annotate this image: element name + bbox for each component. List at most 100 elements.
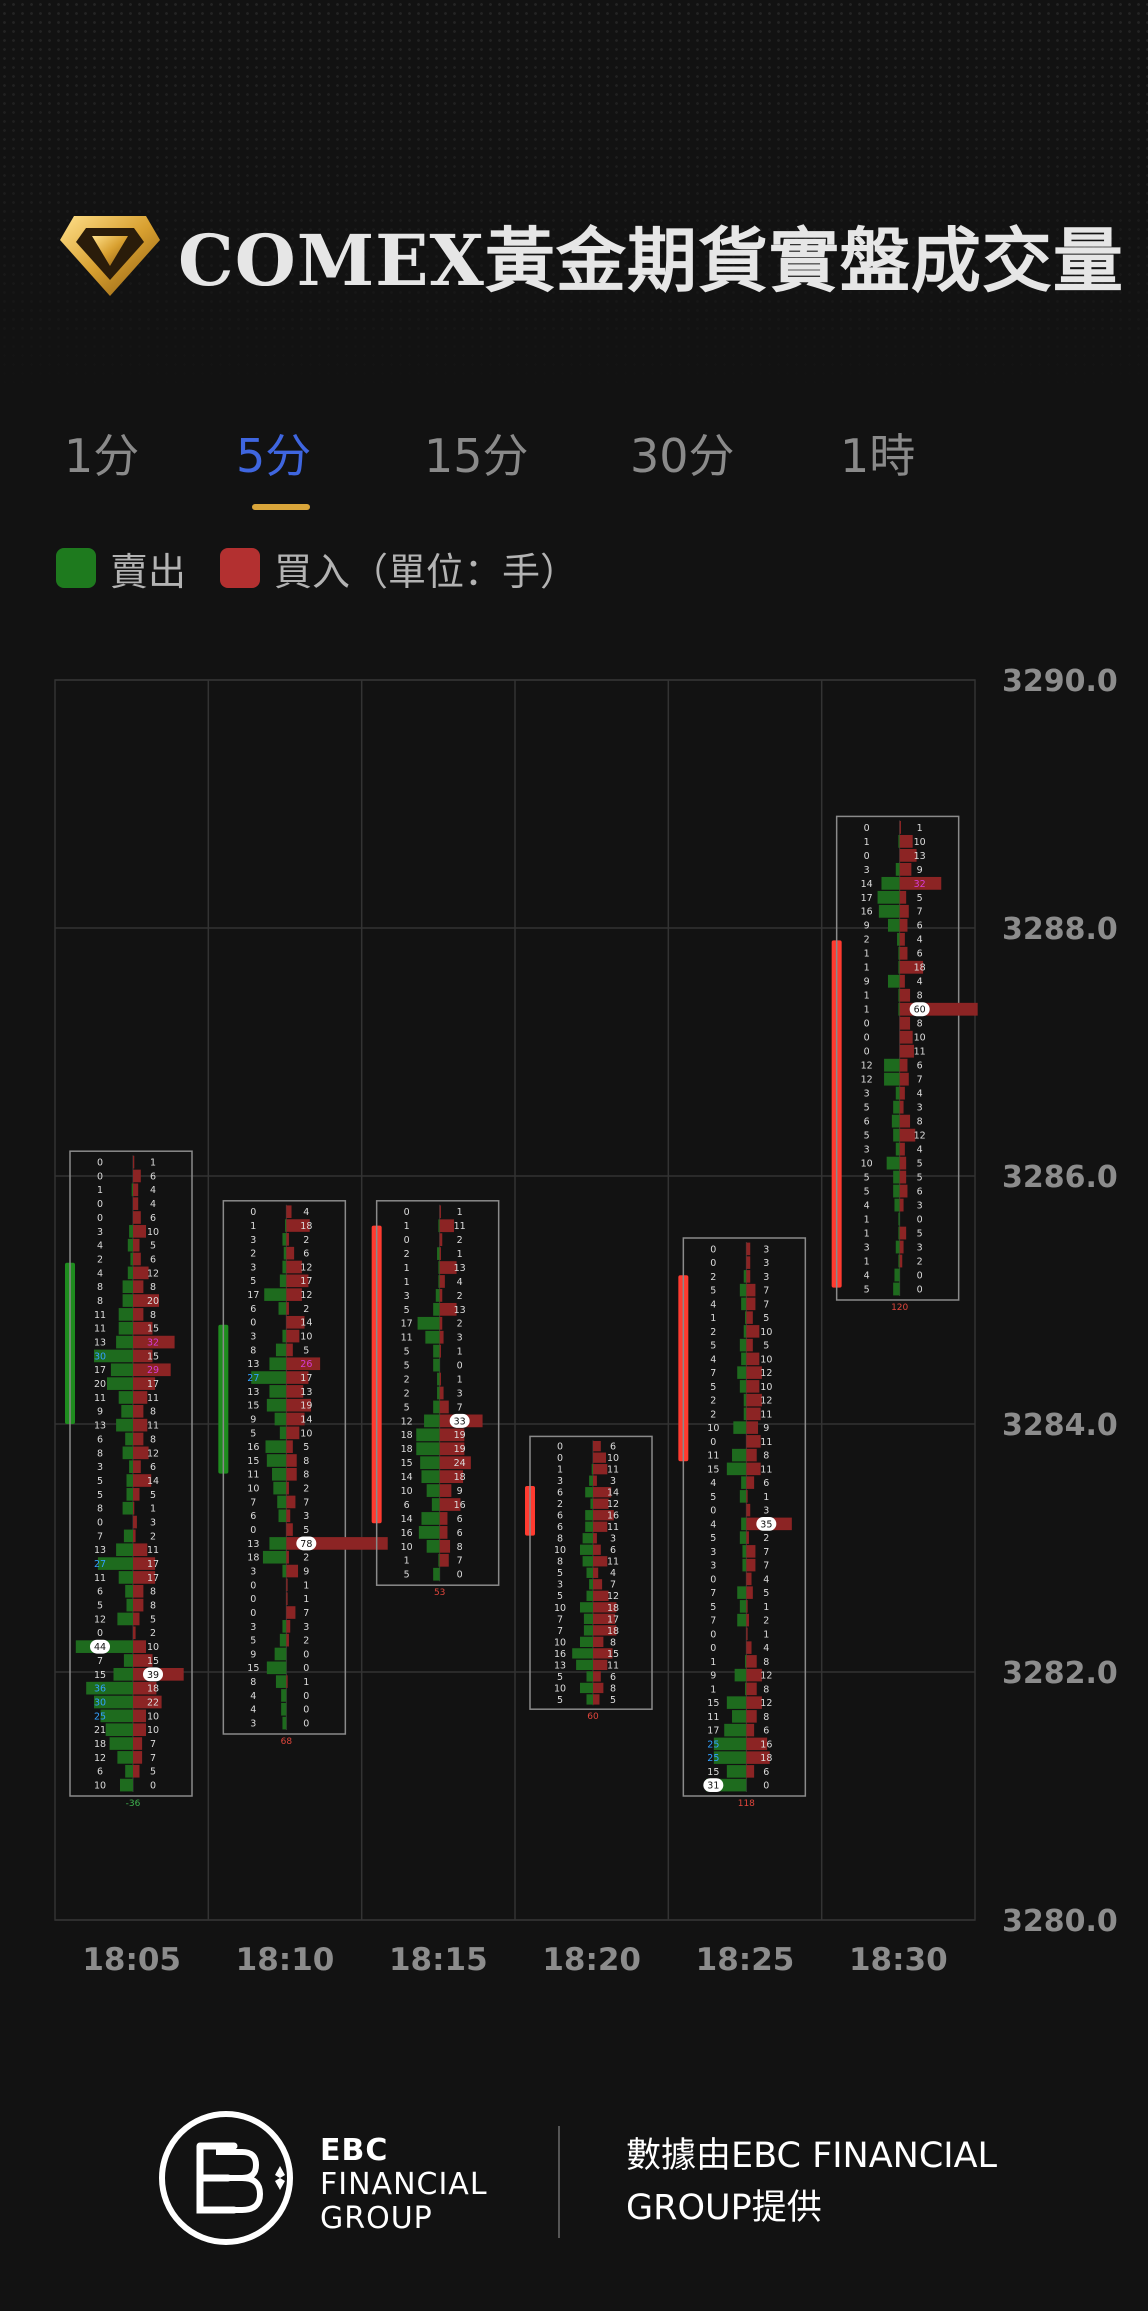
sell-volume-label: 5 — [97, 1476, 103, 1487]
buy-volume-label: 3 — [150, 1517, 156, 1528]
sell-volume-bar — [745, 1311, 747, 1324]
buy-volume-bar — [286, 1246, 295, 1260]
sell-volume-label: 16 — [247, 1442, 259, 1453]
sell-volume-label: 5 — [97, 1601, 103, 1612]
timeframe-tabs: 1分 5分 15分 30分 1時 — [0, 420, 1148, 500]
buy-volume-bar — [593, 1441, 601, 1452]
sell-volume-bar — [743, 1325, 747, 1338]
sell-volume-label: 3 — [250, 1235, 256, 1246]
buy-volume-label: 8 — [457, 1542, 463, 1553]
sell-volume-label: 2 — [710, 1409, 716, 1420]
sell-volume-label: 36 — [94, 1684, 106, 1695]
buy-volume-bar — [746, 1655, 757, 1668]
buy-volume-bar — [286, 1564, 299, 1578]
buy-volume-bar — [439, 1539, 451, 1553]
sell-volume-bar — [274, 1647, 287, 1661]
buy-volume-label: 11 — [607, 1557, 619, 1568]
buy-volume-bar — [899, 890, 907, 904]
sell-volume-bar — [893, 1128, 900, 1142]
buy-volume-bar — [439, 1400, 449, 1414]
sell-volume-bar — [282, 1620, 287, 1633]
tab-30min[interactable]: 30分 — [630, 429, 735, 483]
sell-volume-label: 7 — [97, 1656, 103, 1667]
sell-volume-label: 15 — [707, 1464, 719, 1475]
buy-volume-label: 6 — [610, 1442, 616, 1453]
sell-volume-label: 8 — [97, 1296, 103, 1307]
sell-volume-label: 0 — [710, 1244, 716, 1255]
sell-volume-label: 5 — [557, 1672, 563, 1683]
sell-volume-bar — [125, 1432, 133, 1446]
buy-volume-label: 2 — [763, 1616, 769, 1627]
buy-volume-bar — [746, 1737, 768, 1751]
buy-volume-label: 15 — [147, 1324, 159, 1335]
sell-volume-label: 6 — [250, 1304, 256, 1315]
buy-volume-label: 19 — [300, 1401, 312, 1412]
buy-volume-label: 8 — [150, 1310, 156, 1321]
delta-label: 118 — [738, 1799, 755, 1809]
sell-volume-bar — [107, 1377, 133, 1390]
sell-volume-label: 3 — [710, 1561, 716, 1572]
buy-volume-bar — [133, 1280, 144, 1294]
x-tick-label: 18:30 — [849, 1942, 948, 1978]
buy-volume-bar — [133, 1266, 149, 1280]
x-tick-label: 18:20 — [542, 1942, 641, 1978]
gold-diamond-logo-icon — [60, 216, 160, 296]
tab-15min[interactable]: 15分 — [424, 429, 529, 483]
sell-volume-bar — [580, 1544, 593, 1555]
sell-volume-label: 15 — [707, 1698, 719, 1709]
sell-volume-label: 30 — [94, 1697, 106, 1708]
sell-volume-bar — [277, 1495, 287, 1509]
buy-volume-bar — [133, 1501, 135, 1515]
buy-volume-bar — [439, 1470, 464, 1484]
tab-1min[interactable]: 1分 — [64, 429, 140, 483]
sell-volume-label: 6 — [557, 1488, 563, 1499]
ebc-brand-text: EBC FINANCIAL GROUP — [320, 2134, 488, 2236]
sell-volume-label: 10 — [247, 1484, 259, 1495]
sell-volume-label: 15 — [94, 1670, 106, 1681]
sell-volume-label: 1 — [710, 1684, 716, 1695]
buy-volume-bar — [899, 876, 942, 890]
sell-volume-bar — [583, 1625, 593, 1636]
sell-volume-label: 3 — [710, 1547, 716, 1558]
buy-volume-bar — [593, 1579, 603, 1590]
sell-volume-bar — [733, 1421, 747, 1434]
buy-volume-label: 4 — [610, 1568, 616, 1579]
buy-volume-label: 7 — [763, 1286, 769, 1297]
buy-volume-label: 10 — [147, 1711, 159, 1722]
buy-volume-label: 17 — [147, 1573, 159, 1584]
sell-volume-label: 0 — [864, 1047, 870, 1058]
buy-volume-bar — [746, 1765, 755, 1778]
buy-volume-label: 6 — [763, 1478, 769, 1489]
sell-volume-bar — [266, 1398, 287, 1412]
sell-volume-label: 11 — [247, 1470, 259, 1481]
x-tick-label: 18:05 — [82, 1942, 181, 1978]
buy-volume-bar — [439, 1484, 452, 1497]
buy-volume-bar — [133, 1349, 153, 1363]
sell-volume-label: 2 — [710, 1272, 716, 1283]
sell-volume-label: 25 — [707, 1753, 719, 1764]
buy-volume-bar — [746, 1710, 757, 1723]
buy-volume-label: 18 — [607, 1626, 619, 1637]
sell-volume-label: 5 — [404, 1305, 410, 1316]
buy-volume-label: 8 — [917, 991, 923, 1002]
sell-volume-label: 5 — [404, 1347, 410, 1358]
tab-5min[interactable]: 5分 — [236, 429, 312, 483]
buy-volume-bar — [899, 1170, 907, 1184]
sell-volume-bar — [117, 1612, 133, 1626]
buy-volume-label: 7 — [303, 1608, 309, 1619]
buy-volume-label: 32 — [914, 879, 926, 890]
buy-volume-bar — [746, 1572, 752, 1586]
buy-volume-label: 19 — [454, 1444, 466, 1455]
buy-volume-label: 0 — [763, 1781, 769, 1792]
sell-volume-bar — [741, 1297, 747, 1311]
buy-volume-label: 5 — [150, 1614, 156, 1625]
sell-volume-bar — [893, 1282, 900, 1296]
buy-volume-label: 3 — [763, 1506, 769, 1517]
sell-volume-bar — [898, 1212, 900, 1226]
buy-volume-bar — [439, 1498, 461, 1511]
sell-volume-label: 0 — [97, 1199, 103, 1210]
buy-volume-bar — [746, 1283, 756, 1297]
buy-volume-bar — [133, 1695, 162, 1709]
tab-1hour[interactable]: 1時 — [840, 429, 916, 483]
buy-volume-label: 5 — [763, 1313, 769, 1324]
